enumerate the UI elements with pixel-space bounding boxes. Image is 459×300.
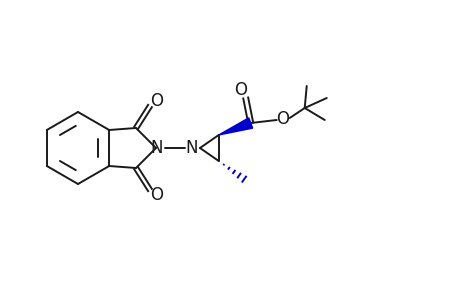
Text: N: N xyxy=(151,139,163,157)
Text: O: O xyxy=(150,92,163,110)
Text: O: O xyxy=(275,110,289,128)
Text: O: O xyxy=(150,186,163,204)
Text: O: O xyxy=(234,81,246,99)
Text: N: N xyxy=(185,139,198,157)
Polygon shape xyxy=(218,118,252,135)
